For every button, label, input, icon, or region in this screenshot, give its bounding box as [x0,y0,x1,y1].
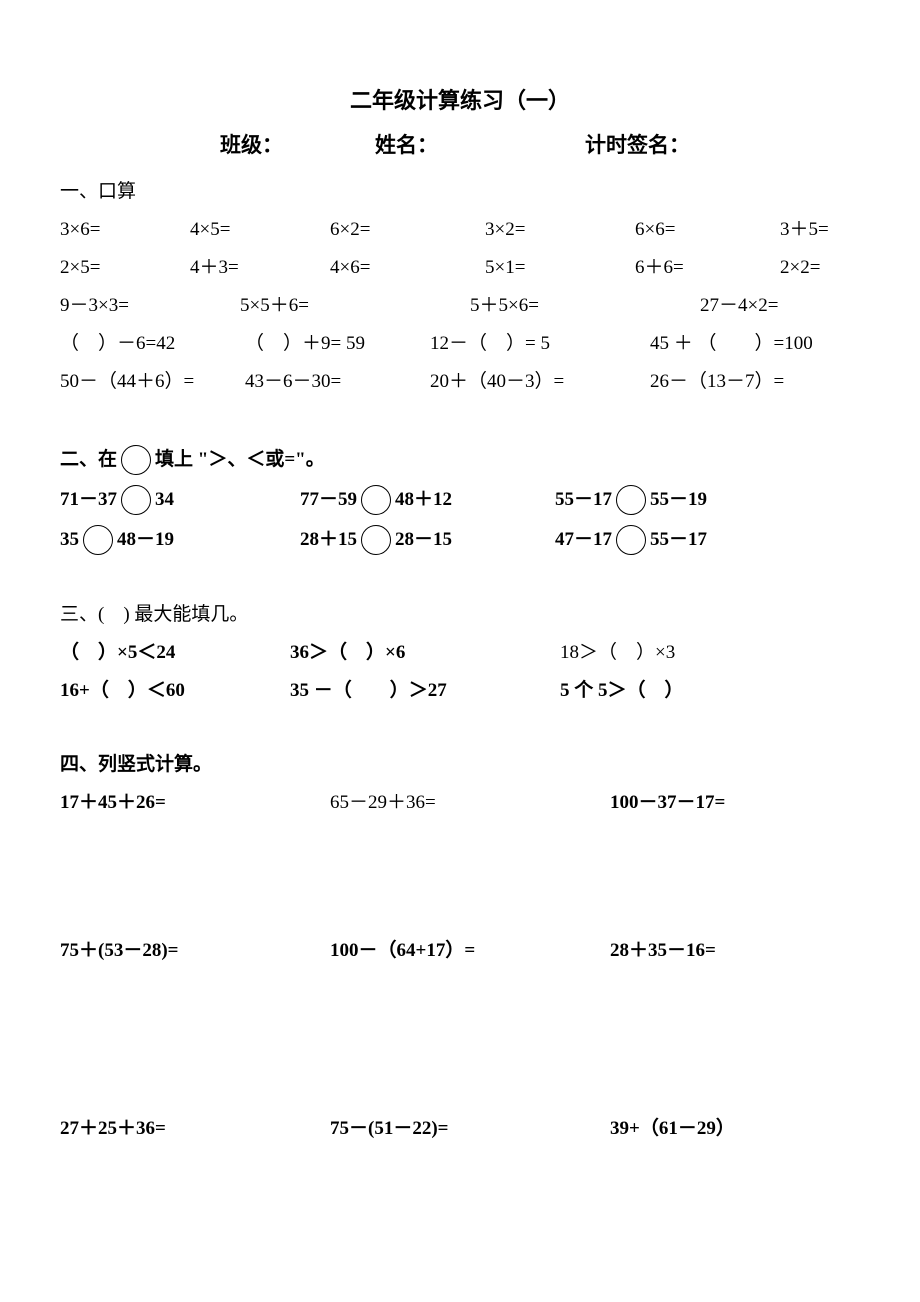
section1-row5: 50－（44＋6）= 43－6－30= 20＋（40－3）= 26－（13－7）… [60,364,860,400]
circle-icon [616,525,646,555]
circle-icon [83,525,113,555]
problem: 3＋5= [780,212,860,248]
problem: 65－29＋36= [330,785,610,821]
problem: 27－4×2= [700,288,860,324]
section2-row1: 71－37 34 77－59 48＋12 55－17 55－19 [60,482,860,518]
problem-right: 55－17 [650,522,707,558]
name-label: 姓名： [375,126,585,166]
section1-row4: （ ）－6=42 （ ）＋9= 59 12－（ ）= 5 45 ＋ （ ）=10… [60,326,860,362]
section3-title: 三、( ) 最大能填几。 [60,597,860,633]
circle-icon [361,525,391,555]
sign-label: 计时签名： [585,126,860,166]
problem: 39+（61－29） [610,1111,860,1147]
problem: 17＋45＋26= [60,785,330,821]
problem: 45 ＋ （ ）=100 [650,326,860,362]
problem: 6＋6= [635,250,780,286]
problem: 18＞（ ）×3 [560,635,860,671]
section4-title: 四、列竖式计算。 [60,747,860,783]
problem: 3×2= [485,212,635,248]
section2-title-pre: 二、在 [60,442,117,478]
section3: 三、( ) 最大能填几。 （ ）×5＜24 36＞（ ）×6 18＞（ ）×3 … [60,597,860,709]
section2-title-post: 填上 "＞、＜或="。 [155,442,325,478]
section2-row2: 35 48－19 28＋15 28－15 47－17 55－17 [60,522,860,558]
problem: 43－6－30= [245,364,430,400]
problem: 2×2= [780,250,860,286]
problem-left: 71－37 [60,482,117,518]
section1-row1: 3×6= 4×5= 6×2= 3×2= 6×6= 3＋5= [60,212,860,248]
spacer [60,971,860,1081]
problem-right: 48＋12 [395,482,452,518]
problem: 36＞（ ）×6 [290,635,560,671]
problem: 50－（44＋6）= [60,364,245,400]
header-row: 班级： 姓名： 计时签名： [60,126,860,166]
problem-right: 34 [155,482,174,518]
worksheet-title: 二年级计算练习（一） [60,80,860,122]
circle-icon [361,485,391,515]
problem: 4×5= [190,212,330,248]
problem-right: 48－19 [117,522,174,558]
problem: 75＋(53－28)= [60,933,330,969]
problem: （ ）－6=42 [60,326,245,362]
problem-left: 77－59 [300,482,357,518]
problem: 27＋25＋36= [60,1111,330,1147]
section1-row3: 9－3×3= 5×5＋6= 5＋5×6= 27－4×2= [60,288,860,324]
problem: 12－（ ）= 5 [430,326,650,362]
problem: 20＋（40－3）= [430,364,650,400]
problem-left: 28＋15 [300,522,357,558]
circle-icon [121,445,151,475]
problem: 100－（64+17）= [330,933,610,969]
circle-icon [121,485,151,515]
problem-right: 55－19 [650,482,707,518]
section4-row2: 75＋(53－28)= 100－（64+17）= 28＋35－16= [60,933,860,969]
problem: 9－3×3= [60,288,240,324]
class-label: 班级： [220,126,375,166]
problem: 2×5= [60,250,190,286]
problem: 16+（ ）＜60 [60,673,290,709]
problem: 3×6= [60,212,190,248]
problem: 6×6= [635,212,780,248]
problem: 4×6= [330,250,485,286]
problem: 6×2= [330,212,485,248]
problem-left: 35 [60,522,79,558]
problem: 35 －（ ）＞27 [290,673,560,709]
problem: 26－（13－7）= [650,364,860,400]
problem-right: 28－15 [395,522,452,558]
section2: 二、在 填上 "＞、＜或="。 71－37 34 77－59 48＋12 55－… [60,442,860,558]
problem: 5＋5×6= [470,288,700,324]
section2-title: 二、在 填上 "＞、＜或="。 [60,442,860,478]
problem: 4＋3= [190,250,330,286]
section4-row1: 17＋45＋26= 65－29＋36= 100－37－17= [60,785,860,821]
problem-left: 47－17 [555,522,612,558]
section3-row1: （ ）×5＜24 36＞（ ）×6 18＞（ ）×3 [60,635,860,671]
section4-row3: 27＋25＋36= 75－(51－22)= 39+（61－29） [60,1111,860,1147]
problem: 5×1= [485,250,635,286]
problem: 100－37－17= [610,785,860,821]
problem: 28＋35－16= [610,933,860,969]
circle-icon [616,485,646,515]
spacer [60,1081,860,1111]
problem-left: 55－17 [555,482,612,518]
problem: （ ）＋9= 59 [245,326,430,362]
section3-row2: 16+（ ）＜60 35 －（ ）＞27 5 个 5＞（ ） [60,673,860,709]
section1-title: 一、口算 [60,174,860,210]
problem: 75－(51－22)= [330,1111,610,1147]
problem: 5×5＋6= [240,288,470,324]
problem: （ ）×5＜24 [60,635,290,671]
section1-row2: 2×5= 4＋3= 4×6= 5×1= 6＋6= 2×2= [60,250,860,286]
spacer [60,823,860,933]
problem: 5 个 5＞（ ） [560,673,860,709]
section4: 四、列竖式计算。 17＋45＋26= 65－29＋36= 100－37－17= … [60,747,860,1147]
